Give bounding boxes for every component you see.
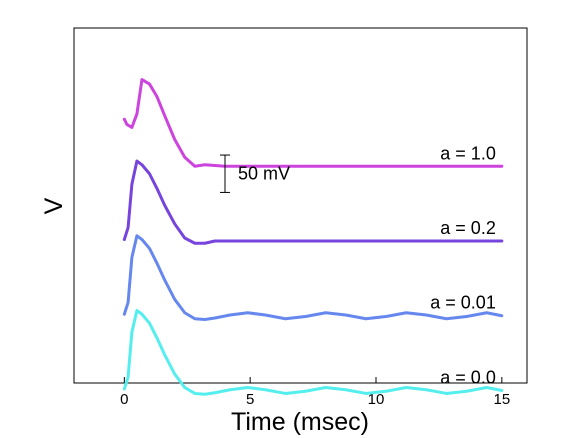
x-axis-label: Time (msec) [231, 408, 369, 436]
x-tick-label-1: 5 [246, 391, 254, 408]
trace-1 [122, 159, 504, 245]
trace-label-2: a = 0.01 [430, 293, 496, 313]
x-tick-label-2: 10 [368, 391, 385, 408]
x-tick-label-3: 15 [493, 391, 510, 408]
axes-frame [73, 27, 528, 384]
trace-2 [122, 234, 504, 321]
trace-label-1: a = 0.2 [440, 218, 496, 238]
y-axis-label: V [40, 197, 68, 214]
scale-bar: 50 mV [220, 154, 290, 193]
scale-bar-label: 50 mV [238, 164, 290, 184]
voltage-traces [122, 78, 504, 396]
trace-3 [122, 309, 504, 396]
x-tick-label-0: 0 [120, 391, 128, 408]
trace-0 [122, 78, 504, 168]
trace-labels: a = 1.0 a = 0.2 a = 0.01 a = 0.0 [430, 143, 496, 387]
trace-label-3: a = 0.0 [440, 367, 496, 387]
x-ticks: 0 5 10 15 [120, 377, 510, 408]
trace-label-0: a = 1.0 [440, 143, 496, 163]
